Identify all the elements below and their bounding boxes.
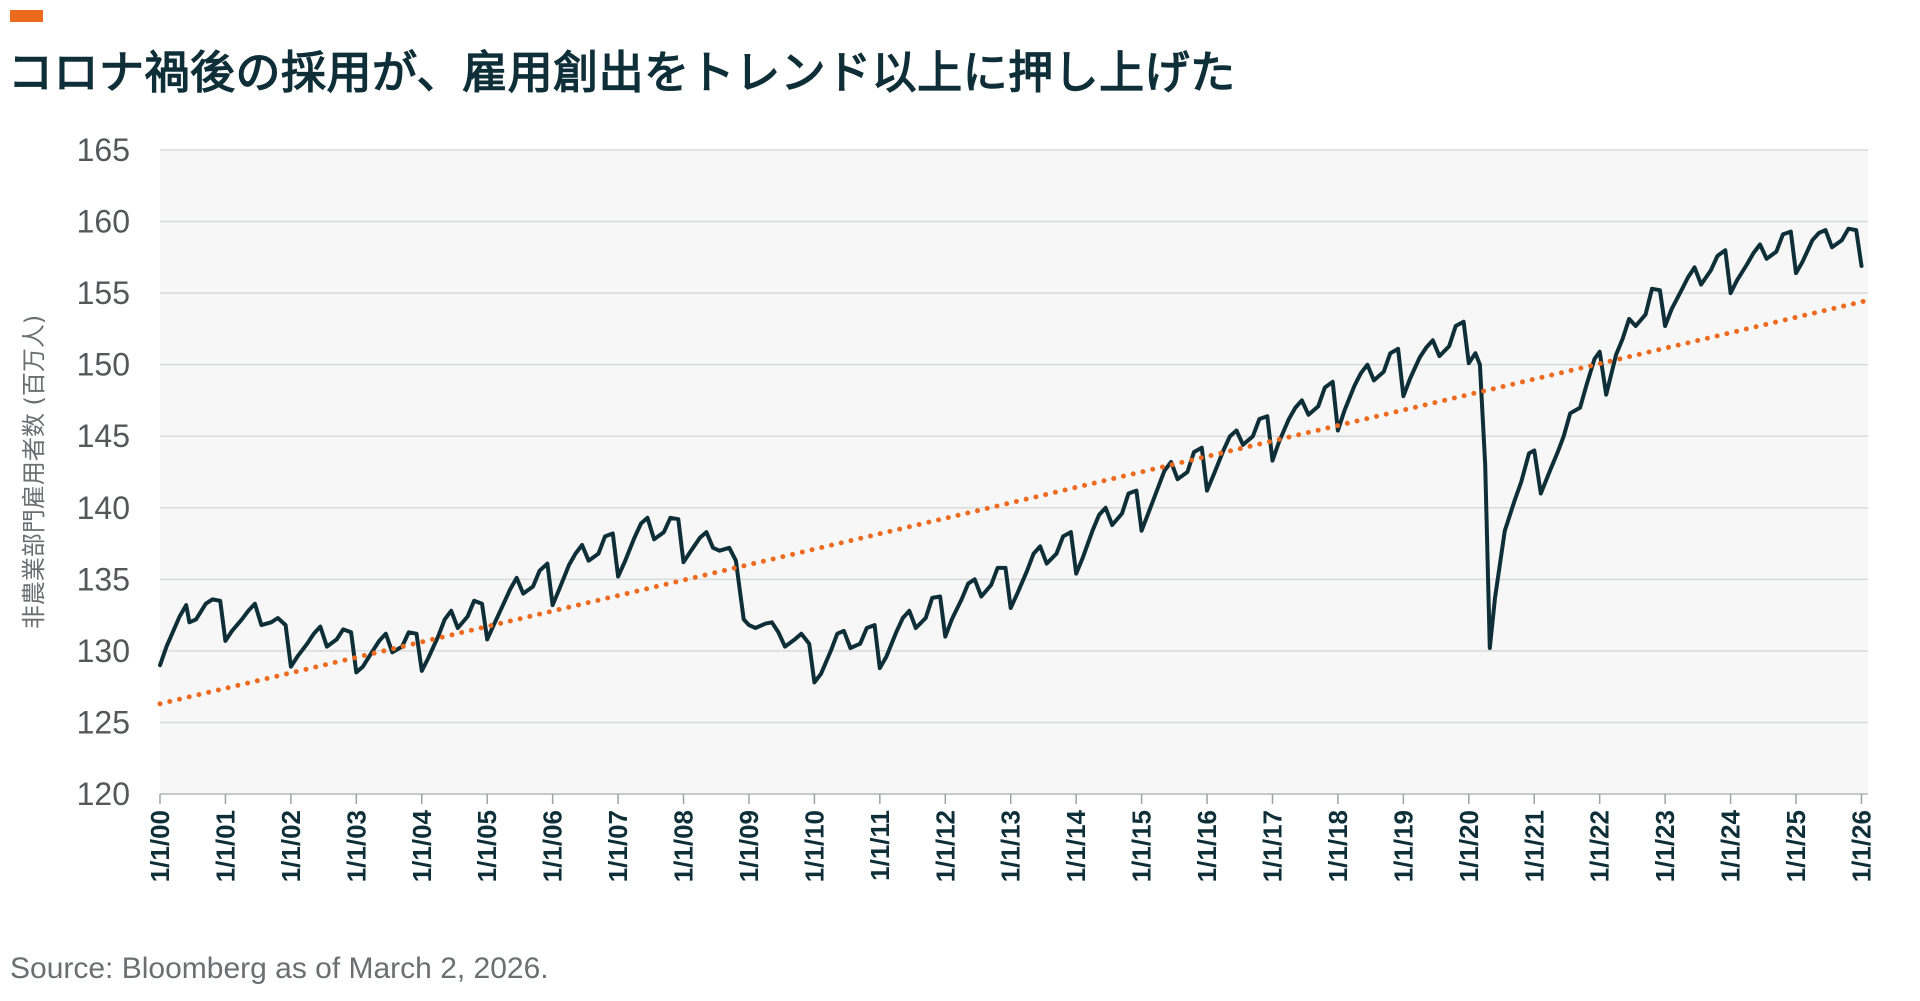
accent-bar [10, 10, 43, 22]
x-tick-label: 1/1/08 [669, 810, 699, 882]
x-tick-label: 1/1/12 [930, 810, 960, 882]
y-tick-label: 140 [77, 490, 130, 526]
x-tick-label: 1/1/26 [1846, 810, 1876, 882]
x-tick-label: 1/1/07 [603, 810, 633, 882]
x-tick-label: 1/1/06 [538, 810, 568, 882]
x-tick-label: 1/1/00 [145, 810, 175, 882]
x-tick-label: 1/1/15 [1127, 810, 1157, 882]
x-tick-label: 1/1/11 [865, 810, 895, 881]
x-tick-label: 1/1/20 [1454, 810, 1484, 882]
x-tick-label: 1/1/03 [341, 810, 371, 882]
y-tick-label: 160 [77, 204, 130, 240]
x-tick-label: 1/1/09 [734, 810, 764, 882]
x-tick-label: 1/1/04 [407, 809, 437, 882]
x-tick-label: 1/1/05 [472, 810, 502, 882]
y-tick-label: 130 [77, 633, 130, 669]
source-note: Source: Bloomberg as of March 2, 2026. [10, 952, 549, 985]
y-tick-label: 135 [77, 561, 130, 597]
x-tick-label: 1/1/24 [1716, 809, 1746, 882]
x-tick-label: 1/1/19 [1388, 810, 1418, 882]
y-tick-label: 155 [77, 275, 130, 311]
x-tick-label: 1/1/17 [1257, 810, 1287, 882]
y-tick-label: 165 [77, 132, 130, 168]
y-tick-label: 145 [77, 418, 130, 454]
y-tick-label: 150 [77, 347, 130, 383]
x-tick-label: 1/1/25 [1781, 810, 1811, 882]
x-tick-label: 1/1/10 [799, 810, 829, 882]
x-tick-label: 1/1/21 [1519, 810, 1549, 882]
x-tick-label: 1/1/14 [1061, 809, 1091, 882]
plot-area [160, 150, 1868, 794]
x-tick-label: 1/1/02 [276, 810, 306, 882]
x-tick-label: 1/1/16 [1192, 810, 1222, 882]
employment-line [158, 226, 1864, 685]
x-tick-label: 1/1/23 [1650, 810, 1680, 882]
x-tick-label: 1/1/01 [210, 810, 240, 882]
y-tick-label: 120 [77, 776, 130, 812]
y-axis-label: 非農業部門雇用者数 (百万人) [20, 315, 48, 629]
trend-line [157, 297, 1871, 707]
x-tick-label: 1/1/13 [996, 810, 1026, 882]
x-tick-label: 1/1/22 [1585, 810, 1615, 882]
chart-title: コロナ禍後の採用が、雇用創出をトレンド以上に押し上げた [8, 47, 1236, 98]
x-tick-label: 1/1/18 [1323, 810, 1353, 882]
y-tick-label: 125 [77, 704, 130, 740]
